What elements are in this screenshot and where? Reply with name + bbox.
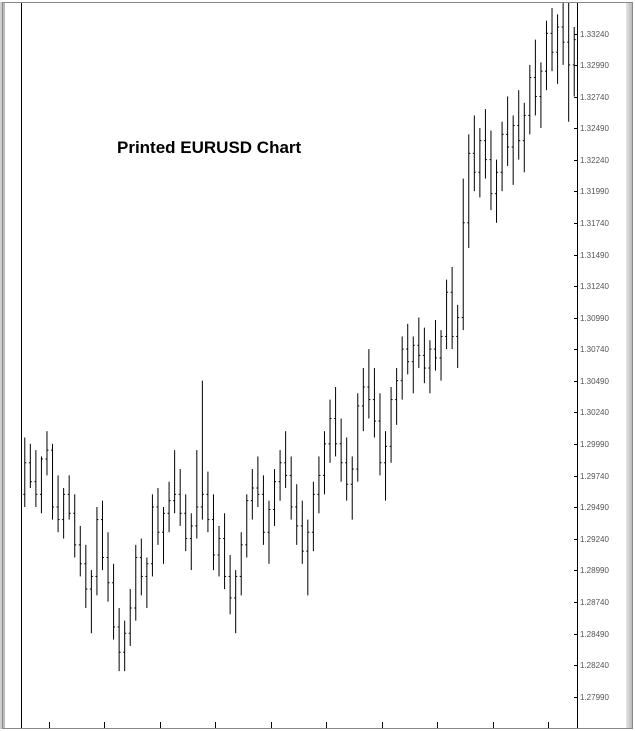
y-tick-label: 1.28740 <box>580 598 609 607</box>
y-tick-label: 1.29740 <box>580 472 609 481</box>
y-tick-label: 1.32490 <box>580 124 609 133</box>
y-tick-label: 1.29240 <box>580 535 609 544</box>
y-tick: 1.28240 <box>574 661 622 670</box>
y-tick: 1.30740 <box>574 345 622 354</box>
chart-title: Printed EURUSD Chart <box>117 138 301 158</box>
x-tick <box>437 722 438 728</box>
y-tick: 1.31240 <box>574 282 622 291</box>
y-tick-label: 1.32240 <box>580 156 609 165</box>
x-tick <box>104 722 105 728</box>
y-tick: 1.28740 <box>574 598 622 607</box>
y-tick-label: 1.28490 <box>580 630 609 639</box>
y-tick: 1.31740 <box>574 219 622 228</box>
x-tick <box>493 722 494 728</box>
y-tick-label: 1.31240 <box>580 282 609 291</box>
y-tick-label: 1.30240 <box>580 408 609 417</box>
y-tick: 1.32490 <box>574 124 622 133</box>
x-tick <box>326 722 327 728</box>
x-tick <box>548 722 549 728</box>
chart-frame: Printed EURUSD Chart 1.33240 1.32990 1.327… <box>2 2 633 729</box>
y-tick: 1.29990 <box>574 440 622 449</box>
y-tick: 1.29240 <box>574 535 622 544</box>
frame-right-bevel <box>626 3 632 728</box>
y-tick-label: 1.32740 <box>580 93 609 102</box>
y-tick-label: 1.33240 <box>580 30 609 39</box>
y-tick-label: 1.31740 <box>580 219 609 228</box>
y-tick: 1.28990 <box>574 566 622 575</box>
y-tick: 1.32240 <box>574 156 622 165</box>
x-axis-ticks <box>21 722 576 728</box>
y-tick-label: 1.32990 <box>580 61 609 70</box>
y-tick-label: 1.28240 <box>580 661 609 670</box>
y-tick: 1.32990 <box>574 61 622 70</box>
y-tick-label: 1.28990 <box>580 566 609 575</box>
chart-plot-area[interactable]: Printed EURUSD Chart <box>21 3 578 728</box>
x-tick <box>382 722 383 728</box>
y-tick: 1.27990 <box>574 693 622 702</box>
y-tick-label: 1.27990 <box>580 693 609 702</box>
y-tick: 1.31990 <box>574 187 622 196</box>
x-tick <box>215 722 216 728</box>
y-tick: 1.32740 <box>574 93 622 102</box>
ohlc-bars <box>22 3 577 728</box>
y-tick: 1.28490 <box>574 630 622 639</box>
y-tick-label: 1.30990 <box>580 314 609 323</box>
y-tick: 1.29490 <box>574 503 622 512</box>
y-tick-label: 1.31990 <box>580 187 609 196</box>
x-tick <box>49 722 50 728</box>
y-tick: 1.29740 <box>574 472 622 481</box>
y-tick: 1.31490 <box>574 251 622 260</box>
y-tick: 1.30240 <box>574 408 622 417</box>
y-tick-label: 1.29490 <box>580 503 609 512</box>
y-tick: 1.30490 <box>574 377 622 386</box>
y-tick-label: 1.29990 <box>580 440 609 449</box>
y-tick: 1.30990 <box>574 314 622 323</box>
x-tick <box>160 722 161 728</box>
y-tick-label: 1.31490 <box>580 251 609 260</box>
y-tick-label: 1.30490 <box>580 377 609 386</box>
y-axis: 1.33240 1.32990 1.32740 1.32490 1.32240 1.319… <box>574 3 622 728</box>
x-tick <box>271 722 272 728</box>
y-tick: 1.33240 <box>574 30 622 39</box>
y-tick-label: 1.30740 <box>580 345 609 354</box>
